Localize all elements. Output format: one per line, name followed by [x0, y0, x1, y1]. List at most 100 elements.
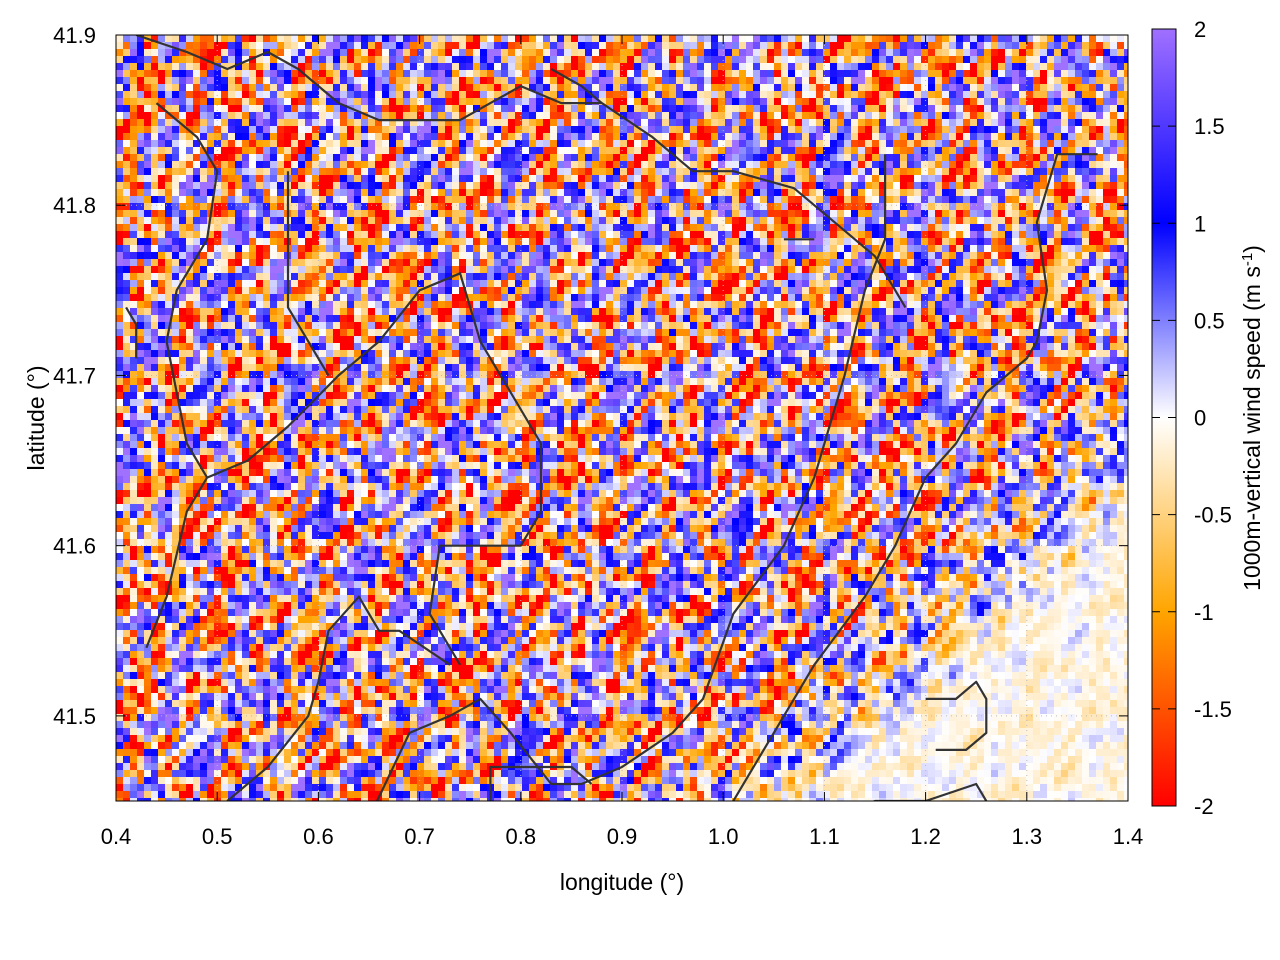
heatmap-cell: [802, 168, 810, 176]
heatmap-cell: [830, 266, 838, 274]
heatmap-cell: [158, 231, 166, 239]
heatmap-cell: [984, 49, 992, 57]
heatmap-cell: [613, 231, 621, 239]
heatmap-cell: [865, 140, 873, 148]
heatmap-cell: [816, 168, 824, 176]
heatmap-cell: [445, 105, 453, 113]
heatmap-cell: [809, 70, 817, 78]
heatmap-cell: [368, 182, 376, 190]
heatmap-cell: [676, 119, 684, 127]
heatmap-cell: [970, 217, 978, 225]
heatmap-cell: [557, 35, 565, 43]
heatmap-cell: [1019, 56, 1027, 64]
heatmap-cell: [487, 252, 495, 260]
heatmap-cell: [172, 238, 180, 246]
heatmap-cell: [634, 126, 642, 134]
heatmap-cell: [382, 35, 390, 43]
heatmap-cell: [144, 217, 152, 225]
heatmap-cell: [1110, 77, 1118, 85]
heatmap-cell: [1019, 126, 1027, 134]
heatmap-cell: [172, 35, 180, 43]
heatmap-cell: [242, 252, 250, 260]
heatmap-cell: [417, 189, 425, 197]
heatmap-cell: [277, 140, 285, 148]
heatmap-cell: [116, 105, 124, 113]
heatmap-cell: [1054, 119, 1062, 127]
heatmap-cell: [900, 105, 908, 113]
heatmap-cell: [571, 133, 579, 141]
heatmap-cell: [137, 70, 145, 78]
heatmap-cell: [991, 42, 999, 50]
heatmap-cell: [816, 210, 824, 218]
heatmap-cell: [375, 196, 383, 204]
heatmap-cell: [270, 105, 278, 113]
heatmap-cell: [228, 42, 236, 50]
heatmap-cell: [606, 56, 614, 64]
heatmap-cell: [382, 63, 390, 71]
heatmap-cell: [851, 161, 859, 169]
heatmap-cell: [1103, 91, 1111, 99]
heatmap-cell: [578, 98, 586, 106]
heatmap-cell: [1061, 252, 1069, 260]
heatmap-cell: [214, 273, 222, 281]
heatmap-cell: [942, 245, 950, 253]
heatmap-cell: [683, 84, 691, 92]
heatmap-cell: [158, 35, 166, 43]
heatmap-cell: [655, 189, 663, 197]
heatmap-cell: [459, 189, 467, 197]
heatmap-cell: [193, 77, 201, 85]
heatmap-cell: [774, 189, 782, 197]
heatmap-cell: [284, 161, 292, 169]
heatmap-cell: [326, 63, 334, 71]
heatmap-cell: [963, 70, 971, 78]
heatmap-cell: [830, 84, 838, 92]
heatmap-cell: [270, 224, 278, 232]
heatmap-cell: [760, 231, 768, 239]
heatmap-cell: [228, 231, 236, 239]
heatmap-cell: [263, 203, 271, 211]
heatmap-cell: [438, 203, 446, 211]
heatmap-cell: [466, 252, 474, 260]
heatmap-cell: [578, 77, 586, 85]
heatmap-cell: [277, 112, 285, 120]
heatmap-cell: [865, 259, 873, 267]
heatmap-cell: [844, 105, 852, 113]
heatmap-cell: [963, 224, 971, 232]
heatmap-cell: [578, 56, 586, 64]
heatmap-cell: [872, 70, 880, 78]
heatmap-cell: [788, 182, 796, 190]
heatmap-cell: [123, 182, 131, 190]
heatmap-cell: [900, 140, 908, 148]
heatmap-cell: [1089, 238, 1097, 246]
heatmap-cell: [284, 105, 292, 113]
heatmap-cell: [487, 77, 495, 85]
heatmap-cell: [767, 189, 775, 197]
heatmap-cell: [1082, 147, 1090, 155]
heatmap-cell: [158, 91, 166, 99]
heatmap-cell: [585, 42, 593, 50]
heatmap-cell: [179, 238, 187, 246]
heatmap-cell: [627, 231, 635, 239]
heatmap-cell: [606, 161, 614, 169]
heatmap-cell: [473, 63, 481, 71]
heatmap-cell: [753, 210, 761, 218]
heatmap-cell: [648, 91, 656, 99]
heatmap-cell: [466, 231, 474, 239]
heatmap-cell: [809, 266, 817, 274]
heatmap-cell: [851, 175, 859, 183]
heatmap-cell: [599, 210, 607, 218]
heatmap-cell: [613, 84, 621, 92]
heatmap-cell: [305, 112, 313, 120]
heatmap-cell: [438, 133, 446, 141]
heatmap-cell: [1096, 49, 1104, 57]
heatmap-cell: [130, 49, 138, 57]
heatmap-cell: [508, 168, 516, 176]
heatmap-cell: [893, 49, 901, 57]
heatmap-cell: [928, 175, 936, 183]
heatmap-cell: [375, 245, 383, 253]
heatmap-cell: [445, 91, 453, 99]
heatmap-cell: [473, 182, 481, 190]
heatmap-cell: [1047, 210, 1055, 218]
heatmap-cell: [473, 210, 481, 218]
heatmap-cell: [417, 70, 425, 78]
